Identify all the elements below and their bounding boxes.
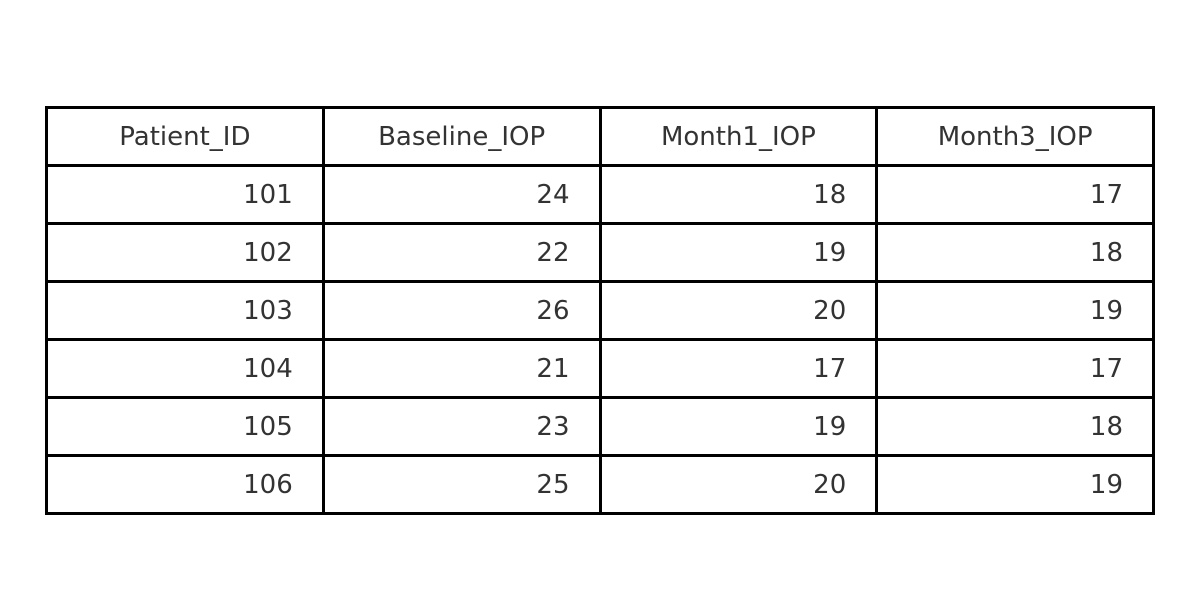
table-cell-month3-iop: 19 [875,280,1155,341]
table-cell-month1-iop: 18 [598,164,879,225]
table-cell-patient-id: 102 [45,222,325,283]
table-cell-baseline-iop: 26 [321,280,602,341]
column-header-patient-id: Patient_ID [45,106,325,167]
table-cell-month3-iop: 17 [875,164,1155,225]
column-header-month1-iop: Month1_IOP [598,106,879,167]
table-row: 106 25 20 19 [45,454,1155,515]
data-table: Patient_ID Baseline_IOP Month1_IOP Month3_I… [45,106,1155,515]
table-cell-patient-id: 103 [45,280,325,341]
column-header-month3-iop: Month3_IOP [875,106,1155,167]
table-cell-month1-iop: 17 [598,338,879,399]
table-cell-patient-id: 105 [45,396,325,457]
table-cell-baseline-iop: 23 [321,396,602,457]
table-cell-month3-iop: 19 [875,454,1155,515]
table-cell-baseline-iop: 25 [321,454,602,515]
table-body: 101 24 18 17 102 22 19 18 103 26 20 19 104 21 17 17 105 2… [45,164,1155,515]
table-cell-baseline-iop: 22 [321,222,602,283]
table-header: Patient_ID Baseline_IOP Month1_IOP Month3_I… [45,106,1155,167]
table-cell-month1-iop: 20 [598,454,879,515]
table-cell-month3-iop: 17 [875,338,1155,399]
table-cell-patient-id: 104 [45,338,325,399]
table-cell-month1-iop: 20 [598,280,879,341]
table-cell-baseline-iop: 21 [321,338,602,399]
table-row: 102 22 19 18 [45,222,1155,283]
table-cell-patient-id: 106 [45,454,325,515]
table-row: 105 23 19 18 [45,396,1155,457]
table-cell-month3-iop: 18 [875,222,1155,283]
header-row: Patient_ID Baseline_IOP Month1_IOP Month3_I… [45,106,1155,167]
table-row: 104 21 17 17 [45,338,1155,399]
table-row: 101 24 18 17 [45,164,1155,225]
table-cell-patient-id: 101 [45,164,325,225]
table-cell-month1-iop: 19 [598,396,879,457]
table-cell-month1-iop: 19 [598,222,879,283]
table-cell-month3-iop: 18 [875,396,1155,457]
table-cell-baseline-iop: 24 [321,164,602,225]
column-header-baseline-iop: Baseline_IOP [321,106,602,167]
table-row: 103 26 20 19 [45,280,1155,341]
